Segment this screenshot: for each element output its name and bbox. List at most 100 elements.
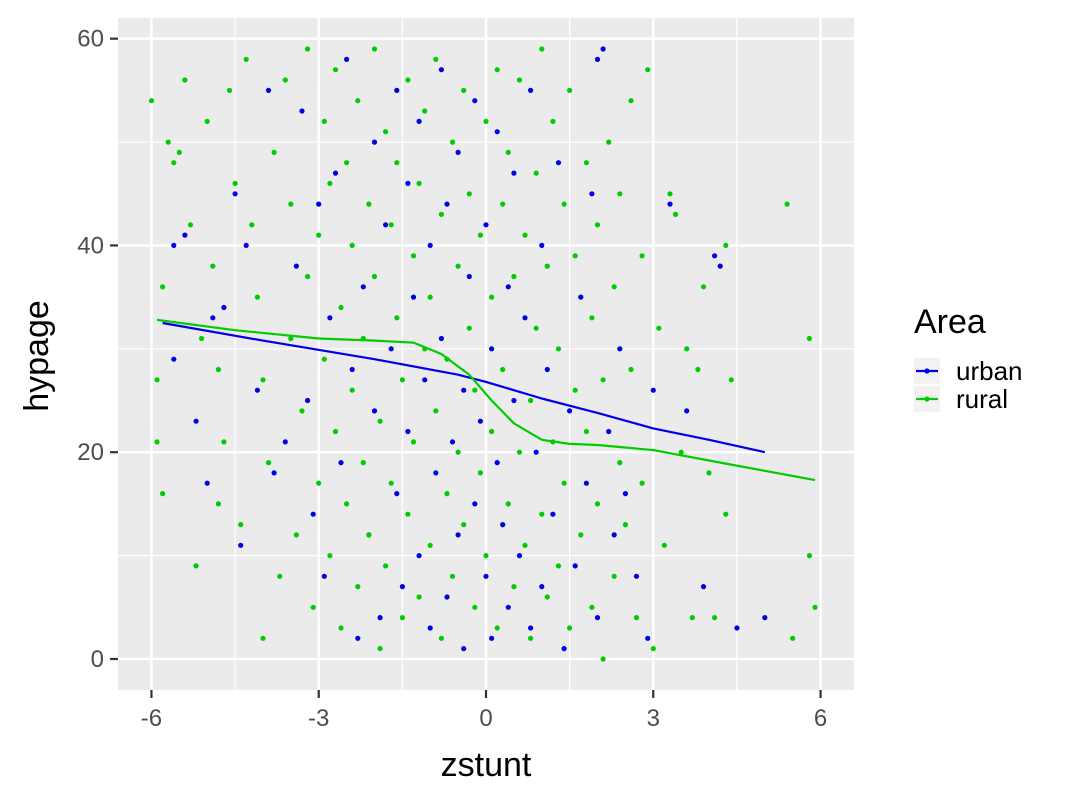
data-point-rural bbox=[639, 253, 645, 259]
data-point-rural bbox=[712, 615, 718, 621]
data-point-rural bbox=[210, 263, 216, 269]
data-point-rural bbox=[260, 377, 266, 383]
data-point-urban bbox=[405, 428, 411, 435]
data-point-urban bbox=[193, 418, 199, 424]
data-point-urban bbox=[617, 346, 623, 352]
data-point-rural bbox=[293, 532, 299, 538]
data-point-rural bbox=[193, 563, 199, 569]
data-point-urban bbox=[355, 635, 361, 641]
data-point-rural bbox=[366, 201, 372, 207]
data-point-rural bbox=[617, 191, 623, 197]
y-tick-label: 40 bbox=[77, 232, 104, 259]
data-point-urban bbox=[338, 460, 344, 466]
data-point-rural bbox=[516, 77, 523, 83]
data-point-rural bbox=[305, 273, 311, 280]
data-point-rural bbox=[533, 325, 539, 331]
data-point-rural bbox=[438, 211, 444, 217]
data-point-rural bbox=[410, 439, 417, 445]
data-point-rural bbox=[332, 67, 339, 73]
data-point-rural bbox=[455, 263, 461, 269]
data-point-rural bbox=[472, 604, 478, 610]
data-point-rural bbox=[355, 98, 361, 104]
y-tick-label: 0 bbox=[91, 646, 104, 673]
data-point-rural bbox=[650, 646, 656, 652]
data-point-rural bbox=[633, 615, 640, 621]
data-point-rural bbox=[327, 553, 333, 559]
smooth-lines bbox=[156, 318, 816, 482]
data-point-rural bbox=[299, 408, 305, 414]
data-point-rural bbox=[667, 191, 673, 197]
data-point-rural bbox=[399, 615, 405, 621]
data-point-urban bbox=[600, 46, 606, 52]
data-point-urban bbox=[555, 160, 562, 166]
data-point-urban bbox=[528, 625, 534, 631]
data-point-rural bbox=[221, 439, 227, 445]
data-point-rural bbox=[371, 273, 378, 280]
data-point-rural bbox=[160, 284, 166, 290]
data-point-rural bbox=[154, 377, 160, 383]
data-point-rural bbox=[282, 77, 288, 83]
data-point-rural bbox=[555, 346, 562, 352]
data-point-urban bbox=[210, 315, 216, 321]
data-point-rural bbox=[706, 470, 712, 476]
data-point-urban bbox=[461, 387, 467, 393]
data-point-rural bbox=[433, 408, 439, 414]
data-point-rural bbox=[405, 77, 411, 83]
data-point-rural bbox=[416, 180, 422, 186]
data-point-urban bbox=[461, 646, 467, 652]
data-point-rural bbox=[583, 428, 590, 435]
data-point-rural bbox=[544, 263, 550, 269]
data-point-urban bbox=[299, 108, 305, 114]
legend-label: rural bbox=[956, 384, 1008, 414]
data-point-rural bbox=[806, 553, 813, 559]
data-point-urban bbox=[316, 201, 322, 207]
data-point-urban bbox=[650, 387, 656, 393]
data-point-rural bbox=[600, 656, 606, 662]
data-point-urban bbox=[344, 56, 350, 63]
data-point-rural bbox=[539, 46, 545, 52]
data-point-rural bbox=[288, 201, 294, 207]
data-point-rural bbox=[567, 625, 573, 631]
data-point-rural bbox=[483, 553, 489, 559]
data-point-urban bbox=[589, 191, 595, 197]
smooth-line-rural bbox=[156, 318, 816, 482]
data-point-rural bbox=[455, 449, 461, 455]
data-point-rural bbox=[550, 118, 556, 124]
data-point-rural bbox=[723, 511, 729, 517]
data-point-rural bbox=[449, 139, 456, 145]
data-point-urban bbox=[622, 491, 629, 497]
data-point-urban bbox=[483, 222, 489, 228]
x-tick-label: 6 bbox=[814, 705, 827, 732]
data-point-rural bbox=[316, 232, 322, 238]
data-point-rural bbox=[589, 604, 595, 610]
legend-key-point bbox=[924, 396, 930, 402]
data-point-rural bbox=[332, 428, 339, 435]
data-point-rural bbox=[427, 294, 433, 300]
data-point-rural bbox=[243, 56, 249, 63]
data-point-rural bbox=[790, 635, 796, 641]
data-point-urban bbox=[282, 439, 288, 445]
data-point-rural bbox=[700, 284, 707, 290]
data-point-rural bbox=[611, 573, 617, 579]
data-point-rural bbox=[327, 180, 333, 186]
data-point-rural bbox=[544, 594, 550, 600]
data-point-urban bbox=[606, 428, 612, 435]
data-point-rural bbox=[254, 294, 260, 300]
data-point-rural bbox=[377, 418, 383, 424]
data-point-rural bbox=[723, 242, 729, 248]
data-point-rural bbox=[594, 222, 601, 228]
data-point-rural bbox=[728, 377, 734, 383]
data-point-urban bbox=[204, 480, 210, 486]
data-point-urban bbox=[594, 56, 601, 63]
data-point-rural bbox=[678, 449, 684, 455]
x-axis-title: zstunt bbox=[441, 746, 532, 784]
data-point-rural bbox=[622, 522, 629, 528]
data-point-urban bbox=[371, 139, 378, 145]
data-point-rural bbox=[461, 87, 467, 93]
data-point-rural bbox=[684, 346, 690, 352]
data-point-rural bbox=[533, 170, 539, 176]
data-point-rural bbox=[199, 335, 205, 342]
data-point-urban bbox=[305, 397, 311, 404]
data-point-rural bbox=[516, 449, 523, 455]
